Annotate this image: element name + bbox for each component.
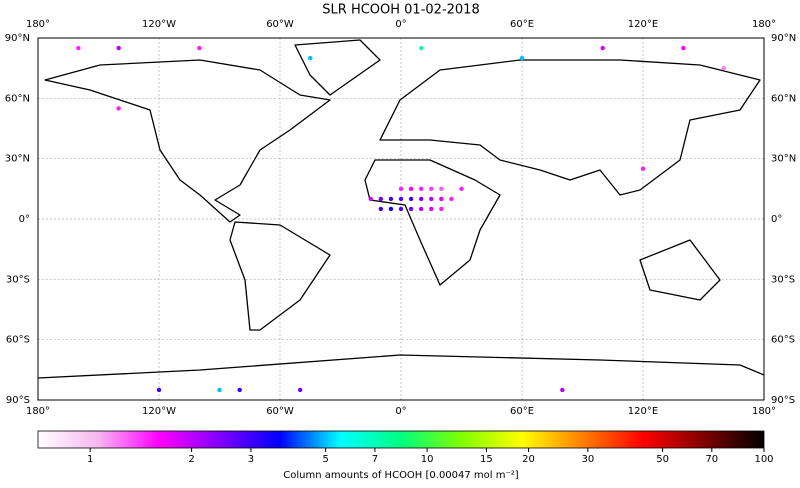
data-point (76, 45, 81, 51)
data-point (388, 206, 394, 212)
y-tick-label: 0° (771, 214, 782, 225)
x-tick-label: 60°E (510, 19, 534, 30)
x-tick-label: 0° (395, 406, 406, 417)
data-point (237, 387, 242, 393)
data-point (418, 206, 424, 212)
colorbar-tick-label: 5 (322, 454, 328, 465)
x-tick-label: 120°E (628, 406, 658, 417)
data-point (560, 387, 565, 393)
data-point (600, 45, 605, 51)
y-tick-label: 30°S (6, 274, 30, 285)
data-point (439, 186, 444, 192)
x-tick-label: 60°W (266, 406, 294, 417)
y-tick-label: 30°S (771, 274, 795, 285)
x-tick-label: 180° (752, 406, 776, 417)
colorbar-tick-label: 100 (754, 454, 773, 465)
y-tick-label: 90°N (771, 33, 796, 44)
data-point (308, 55, 313, 61)
x-tick-label: 120°W (142, 19, 176, 30)
colorbar-label: Column amounts of HCOOH [0.00047 mol m⁻²… (283, 470, 518, 481)
data-point (408, 196, 414, 202)
colorbar-tick-label: 3 (248, 454, 254, 465)
x-tick-label: 120°E (628, 19, 658, 30)
data-point (217, 387, 222, 393)
x-tick-label: 60°W (266, 19, 294, 30)
y-tick-label: 60°N (5, 93, 30, 104)
data-point (408, 186, 414, 192)
data-point (388, 196, 394, 202)
colorbar-tick-label: 50 (656, 454, 669, 465)
x-tick-label: 180° (26, 19, 50, 30)
data-point (449, 196, 454, 202)
data-point (640, 166, 646, 171)
y-tick-label: 60°N (771, 93, 796, 104)
data-point (681, 45, 686, 51)
x-tick-label: 180° (26, 406, 50, 417)
coastlines (37, 39, 765, 379)
data-point (418, 196, 424, 202)
data-point (439, 206, 444, 212)
colorbar-tick-label: 70 (705, 454, 718, 465)
data-point (156, 387, 162, 393)
data-point (429, 196, 434, 202)
data-point (519, 55, 525, 61)
x-tick-label: 120°W (142, 406, 176, 417)
data-point (368, 196, 373, 202)
y-tick-label: 60°S (771, 335, 795, 346)
colorbar-tick-label: 30 (581, 454, 594, 465)
data-point (418, 45, 424, 51)
data-point (398, 196, 404, 202)
data-point (378, 206, 384, 212)
data-point (297, 387, 303, 393)
y-tick-label: 90°S (771, 395, 795, 406)
y-tick-label: 90°N (5, 33, 30, 44)
data-point (459, 186, 464, 192)
data-point (398, 206, 404, 212)
data-point (418, 186, 424, 192)
colorbar (37, 430, 765, 449)
y-tick-label: 30°N (771, 154, 796, 165)
y-tick-label: 30°N (5, 154, 30, 165)
data-point (378, 196, 384, 202)
colorbar-tick-label: 7 (372, 454, 378, 465)
x-tick-label: 0° (395, 19, 406, 30)
y-tick-label: 0° (19, 214, 30, 225)
colorbar-tick-label: 1 (87, 454, 93, 465)
colorbar-tick-label: 2 (188, 454, 194, 465)
data-point (429, 206, 434, 212)
colorbar-tick-label: 20 (522, 454, 535, 465)
colorbar-tick-label: 10 (421, 454, 434, 465)
data-point (429, 186, 434, 192)
y-tick-label: 90°S (6, 395, 30, 406)
data-point (398, 186, 404, 192)
data-point (721, 65, 726, 71)
data-point (408, 206, 414, 212)
data-point (439, 196, 444, 202)
x-tick-label: 180° (752, 19, 776, 30)
chart-title: SLR HCOOH 01-02-2018 (322, 3, 479, 18)
data-point (197, 45, 202, 51)
data-point (116, 106, 121, 111)
map-frame (37, 37, 765, 401)
data-point (116, 45, 121, 51)
x-tick-label: 60°E (510, 406, 534, 417)
y-tick-label: 60°S (6, 335, 30, 346)
colorbar-tick-label: 15 (480, 454, 493, 465)
